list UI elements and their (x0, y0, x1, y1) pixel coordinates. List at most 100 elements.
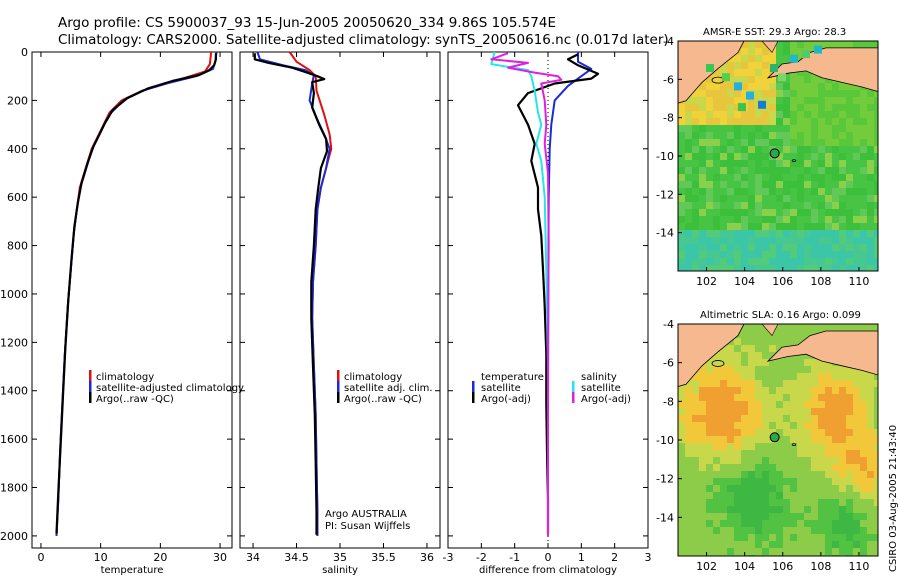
sla-map-cell (783, 429, 791, 437)
sst-map-cell (706, 160, 714, 168)
sla-map-cell (853, 401, 861, 409)
sla-map-cell (846, 408, 854, 416)
sst-map-cell (692, 258, 700, 266)
sst-map-coastal-cell (778, 73, 786, 82)
sst-map-cell (734, 111, 742, 119)
sla-map-cell (769, 408, 777, 416)
sla-map-cell (699, 366, 707, 374)
sst-map-cell (762, 230, 770, 238)
sst-map-cell (748, 209, 756, 217)
sla-map-cell (839, 415, 847, 423)
sst-map-cell (713, 230, 721, 238)
sst-map-cell (853, 202, 861, 210)
sst-map-cell (825, 90, 833, 98)
sla-map-cell (769, 534, 777, 542)
temperature-series-climatology (55, 51, 213, 536)
sla-map-cell (713, 471, 721, 479)
sst-map-cell (748, 251, 756, 259)
sla-map-cell (706, 366, 714, 374)
sla-map-cell (755, 352, 763, 360)
sst-map-cell (741, 181, 749, 189)
sla-map-cell (825, 478, 833, 486)
sst-map-cell (762, 202, 770, 210)
sla-map-cell (790, 499, 798, 507)
sla-map-cell (678, 464, 686, 472)
sst-map-cell (832, 181, 840, 189)
sla-map-cell (867, 464, 875, 472)
sla-map-cell (762, 429, 770, 437)
sla-map-cell (727, 345, 735, 353)
sst-map-cell (678, 181, 686, 189)
sst-map-cell (748, 41, 756, 49)
sla-map-cell (769, 352, 777, 360)
temp-legend-swatch-red (89, 370, 92, 381)
sst-map-cell (769, 76, 777, 84)
sst-map-cell (804, 216, 812, 224)
sst-map-cell (713, 209, 721, 217)
sst-map-cell (790, 139, 798, 147)
sst-map-cell (755, 181, 763, 189)
sla-map-cell (713, 436, 721, 444)
sst-map-cell (867, 41, 875, 49)
sla-map-cell (874, 513, 878, 521)
sla-map-cell (776, 408, 784, 416)
sst-map-cell (804, 83, 812, 91)
sst-map-cell (790, 118, 798, 126)
sst-map-cell (860, 181, 868, 189)
sla-map-cell (811, 415, 819, 423)
sla-map-cell (867, 499, 875, 507)
sla-map-cell (769, 457, 777, 465)
sla-map-cell (706, 422, 714, 430)
sla-map-cell (776, 450, 784, 458)
sst-map-cell (699, 83, 707, 91)
sst-map-cell (678, 104, 686, 112)
sst-map-cell (727, 160, 735, 168)
sst-map-cell (685, 251, 693, 259)
sla-map-cell (734, 345, 742, 353)
sst-map-cell (825, 160, 833, 168)
sst-map-cell (699, 146, 707, 154)
sst-map-cell (874, 237, 878, 245)
sla-map-cell (860, 534, 868, 542)
sst-map-cell (720, 244, 728, 252)
sla-map-cell (734, 352, 742, 360)
sla-map-cell (818, 373, 826, 381)
sla-map-cell (783, 548, 791, 556)
sst-map-cell (741, 153, 749, 161)
sst-map-cell (874, 195, 878, 203)
sst-map-cell (769, 132, 777, 140)
sst-map-cell (734, 188, 742, 196)
sla-map-cell (867, 492, 875, 500)
sla-map-cell (713, 408, 721, 416)
sst-map-cell (741, 195, 749, 203)
sst-map-cell (685, 97, 693, 105)
temp-legend-swatch-blue (89, 381, 92, 392)
sst-map-cell (860, 265, 868, 271)
sla-map-cell (692, 394, 700, 402)
sla-map-cell (755, 485, 763, 493)
sla-map-cell (811, 464, 819, 472)
sla-map-cell (748, 345, 756, 353)
sla-map-cell (832, 464, 840, 472)
sla-map-cell (783, 492, 791, 500)
sst-map-cell (748, 76, 756, 84)
sla-map-cell (853, 373, 861, 381)
sla-map-cell (818, 436, 826, 444)
sla-map-cell (692, 373, 700, 381)
sst-map-cell (734, 244, 742, 252)
sla-map-cell (783, 422, 791, 430)
sst-map-cell (853, 146, 861, 154)
sla-map-cell (741, 457, 749, 465)
sst-map-cell (804, 195, 812, 203)
sla-map-cell (692, 499, 700, 507)
sla-map-cell (797, 408, 805, 416)
sla-map-cell (783, 359, 791, 367)
sla-map-cell (762, 513, 770, 521)
sst-map-cell (825, 209, 833, 217)
sla-map-cell (678, 471, 686, 479)
sst-map-cell (825, 104, 833, 112)
sla-map-cell (727, 485, 735, 493)
sst-map-cell (678, 160, 686, 168)
sla-map-cell (727, 492, 735, 500)
sst-map-cell (706, 111, 714, 119)
